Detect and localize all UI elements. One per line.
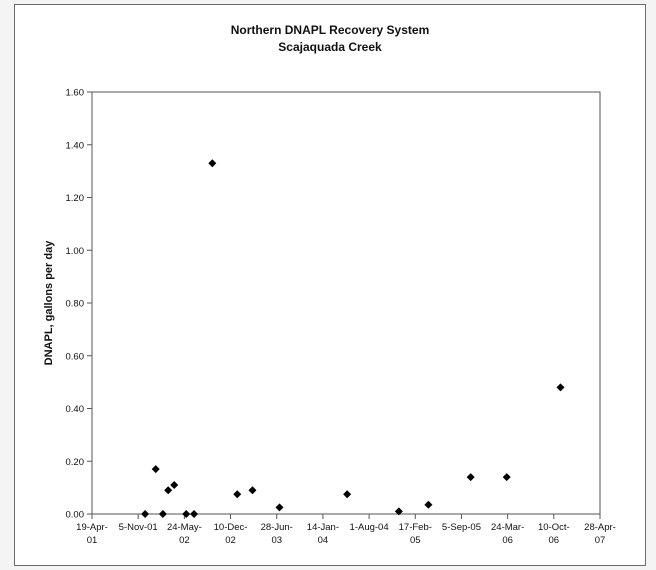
x-tick-label-line2: 07 [595, 535, 606, 546]
data-point-diamond [275, 503, 284, 512]
x-tick-label: 5-Sep-05 [442, 522, 481, 533]
x-tick-label-line2: 06 [549, 535, 560, 546]
x-tick-label-line2: 04 [318, 535, 329, 546]
y-tick-label: 0.20 [66, 457, 85, 468]
x-tick-label: 10-Dec- [214, 522, 248, 533]
x-tick-label: 19-Apr- [76, 522, 108, 533]
y-tick-label: 0.80 [66, 299, 85, 310]
x-tick-label: 5-Nov-01 [119, 522, 158, 533]
y-tick-label: 1.60 [66, 88, 85, 99]
y-axis-ticks: 0.00 0.20 0.40 0.60 0.80 1.00 1.20 1.40 1.60 [66, 88, 92, 521]
data-point-diamond [466, 473, 475, 482]
data-point-diamond [170, 480, 179, 489]
y-tick-label: 1.00 [66, 246, 85, 257]
data-point-diamond [394, 507, 403, 516]
x-tick-label-line2: 06 [502, 535, 513, 546]
x-tick-label-line2: 03 [271, 535, 282, 546]
data-point-diamond [141, 510, 150, 518]
x-tick-label: 28-Jun- [261, 522, 293, 533]
x-tick-label: 1-Aug-04 [350, 522, 389, 533]
data-point-diamond [502, 473, 511, 482]
y-tick-label: 1.40 [66, 140, 85, 151]
data-point-diamond [151, 465, 160, 474]
plot-area [91, 91, 601, 515]
x-tick-label: 17-Feb- [399, 522, 432, 533]
x-axis-ticks: 19-Apr- 01 5-Nov-01 24-May- 02 10-Dec- 02 28-Ju… [76, 514, 616, 546]
data-point-diamond [248, 486, 257, 495]
y-tick-label: 0.00 [66, 510, 85, 521]
data-point-diamond [233, 490, 242, 499]
data-point-diamond [158, 510, 167, 518]
y-axis-label: DNAPL, gallons per day [43, 240, 55, 366]
data-point-diamond [182, 510, 191, 518]
chart-subtitle: Scajaquada Creek [278, 40, 382, 54]
y-tick-label: 0.40 [66, 404, 85, 415]
data-point-diamond [190, 510, 199, 518]
data-point-diamond [424, 500, 433, 509]
x-tick-label: 14-Jan- [307, 522, 339, 533]
chart-frame [14, 4, 646, 566]
data-point-diamond [556, 383, 565, 392]
chart-title-block: Northern DNAPL Recovery System Scajaquad… [14, 22, 646, 56]
x-tick-label: 24-May- [167, 522, 202, 533]
x-tick-label-line2: 02 [225, 535, 236, 546]
data-point-diamond [208, 159, 217, 168]
chart-title: Northern DNAPL Recovery System [230, 23, 430, 37]
y-tick-label: 1.20 [66, 193, 85, 204]
x-tick-label: 10-Oct- [538, 522, 570, 533]
x-tick-label-line2: 02 [179, 535, 190, 546]
y-tick-label: 0.60 [66, 351, 85, 362]
x-tick-label-line2: 05 [410, 535, 421, 546]
x-tick-label: 24-Mar- [491, 522, 524, 533]
data-point-diamond [343, 490, 352, 499]
x-tick-label: 28-Apr- [584, 522, 616, 533]
x-tick-label-line2: 01 [87, 535, 98, 546]
data-points [141, 159, 565, 518]
data-point-diamond [164, 486, 173, 495]
